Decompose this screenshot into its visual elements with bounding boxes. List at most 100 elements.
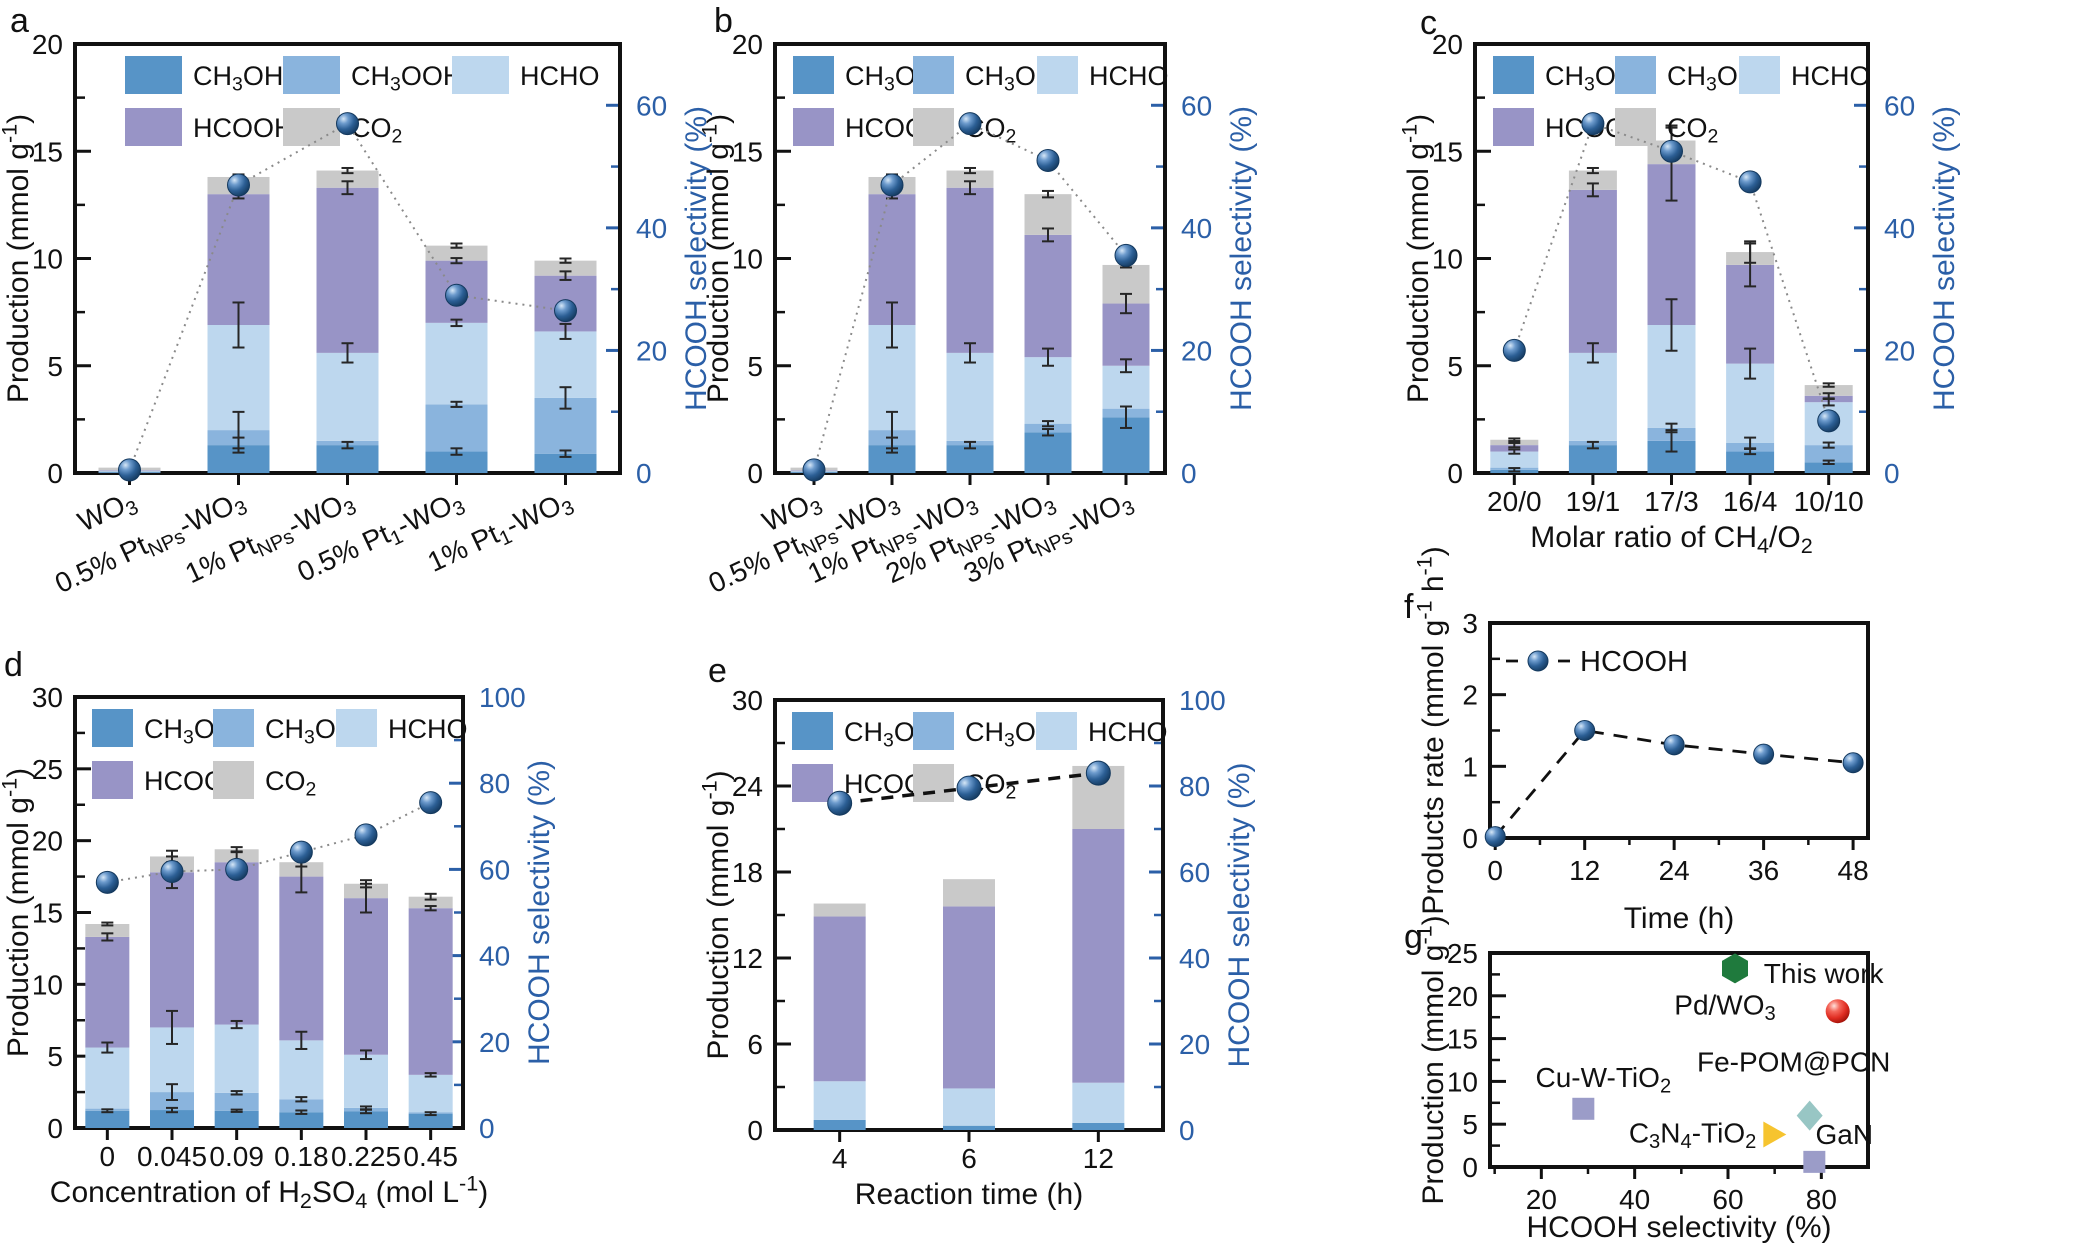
y-tick-label: 0 [747, 1115, 763, 1146]
x-axis-title: HCOOH selectivity (%) [1526, 1211, 1831, 1244]
legend-label-co2: CO2 [265, 766, 316, 800]
x-tick-label: 20 [1526, 1184, 1557, 1215]
bar-segment-hcooh [1490, 445, 1539, 452]
y-axis-title: Production (mmol g-1) [0, 768, 35, 1057]
x-tick-label: 80 [1806, 1184, 1837, 1215]
bar-segment-ch3oh [85, 1110, 130, 1128]
legend-swatch-hcho [452, 56, 509, 94]
x-tick-label: 0.045 [137, 1141, 207, 1172]
x-tick-label: 19/1 [1566, 486, 1621, 517]
y-tick-label: 25 [1447, 938, 1478, 969]
panel-letter-d: d [4, 646, 23, 684]
x-tick-label: 24 [1659, 855, 1690, 886]
y-tick-label: 18 [732, 857, 763, 888]
right-tick-label: 40 [1181, 213, 1212, 244]
right-tick-label: 0 [1179, 1115, 1195, 1146]
bar-segment-hcho [943, 1088, 995, 1126]
bar-segment-ch3oh [1726, 451, 1775, 473]
bar-segment-hcooh [150, 872, 194, 1028]
bar-segment-co2 [1568, 170, 1617, 190]
right-tick-label: 20 [636, 335, 667, 366]
right-tick-label: 0 [1884, 458, 1900, 489]
data-point [445, 283, 468, 307]
data-point [289, 840, 313, 864]
data-point [419, 791, 443, 815]
y-axis-title: Production (mmol g-1) [697, 114, 735, 403]
bar-segment-co2 [813, 903, 866, 917]
legend-swatch-ch3oh [92, 709, 133, 747]
bar-segment-hcho [85, 1047, 130, 1109]
bar-segment-hcooh [813, 916, 866, 1082]
data-point [880, 173, 904, 197]
point-label: Fe-POM@PCN [1697, 1047, 1890, 1078]
x-tick-label: 60 [1712, 1184, 1743, 1215]
data-point [336, 112, 359, 136]
y-tick-label: 5 [1447, 351, 1463, 382]
right-tick-label: 60 [1181, 90, 1212, 121]
y-tick-label: 10 [732, 244, 763, 275]
bar-segment-ch3oh [279, 1112, 324, 1128]
data-point [1574, 720, 1596, 741]
bar-segment-hcooh [214, 862, 259, 1025]
right-tick-label: 80 [479, 768, 510, 799]
bar-segment-hcooh [279, 876, 324, 1041]
y-axis-title: Production (mmol g-1) [1397, 114, 1435, 403]
data-point [95, 870, 119, 894]
bar-segment-ch3oh [946, 445, 994, 473]
bar-segment-hcooh [1072, 829, 1125, 1083]
bar-segment-hcooh [946, 187, 994, 353]
right-tick-label: 40 [636, 213, 667, 244]
x-tick-label: 0 [1487, 855, 1503, 886]
right-tick-label: 40 [479, 941, 510, 972]
point-label: Pd/WO3 [1674, 989, 1775, 1025]
right-axis-title: HCOOH selectivity (%) [680, 106, 713, 411]
x-tick-label: 0.18 [274, 1141, 329, 1172]
legend-swatch-co2 [913, 764, 954, 802]
y-axis-title: Production (mmol g-1) [1412, 915, 1450, 1204]
data-point [160, 860, 184, 884]
legend-label-hcho: HCHO [1089, 61, 1169, 91]
legend-swatch-co2 [283, 108, 340, 146]
legend-label-hcho: HCHO [520, 61, 600, 91]
x-axis-title: Concentration of H2SO4 (mol L-1) [50, 1171, 488, 1213]
bar-segment-hcho [1072, 1082, 1125, 1123]
panel-letter-a: a [10, 2, 29, 40]
y-tick-label: 10 [1447, 1066, 1478, 1097]
point-label: This work [1764, 958, 1885, 989]
bar-segment-ch3ooh [1024, 423, 1072, 433]
y-tick-label: 20 [32, 29, 63, 60]
y-tick-label: 24 [732, 771, 763, 802]
data-point [225, 857, 249, 881]
bar-segment-hcho [214, 1024, 259, 1093]
right-tick-label: 60 [636, 90, 667, 121]
y-tick-label: 0 [747, 458, 763, 489]
plot-border [73, 695, 465, 1130]
bar-segment-hcho [1490, 451, 1539, 468]
y-tick-label: 5 [1462, 1109, 1478, 1140]
marker-diamond [1796, 1100, 1823, 1131]
legend-swatch-ch3oh [125, 56, 182, 94]
y-tick-label: 2 [1462, 680, 1478, 711]
bar-segment-ch3oh [1568, 445, 1617, 473]
bar-segment-hcooh [344, 898, 388, 1055]
bar-segment-hcooh [943, 906, 995, 1089]
y-tick-label: 6 [747, 1029, 763, 1060]
bar-segment-ch3oh [1024, 432, 1072, 473]
y-tick-label: 5 [747, 351, 763, 382]
bar-segment-hcho [279, 1040, 324, 1100]
point-label: Cu-W-TiO2 [1536, 1062, 1672, 1098]
data-point [1738, 170, 1762, 194]
legend-label-hcho: HCHO [1791, 61, 1871, 91]
y-tick-label: 15 [1447, 1024, 1478, 1055]
bar-segment-hcho [1024, 357, 1072, 424]
bar-segment-co2 [408, 896, 453, 909]
right-tick-label: 20 [479, 1027, 510, 1058]
bar-segment-ch3oh [150, 1110, 194, 1128]
bar-segment-ch3oh [316, 445, 379, 473]
x-tick-label: 0.225 [331, 1141, 401, 1172]
selectivity-line [813, 122, 1127, 471]
legend-swatch-ch3ooh [913, 56, 954, 94]
data-point [802, 458, 826, 482]
data-point [827, 790, 853, 816]
